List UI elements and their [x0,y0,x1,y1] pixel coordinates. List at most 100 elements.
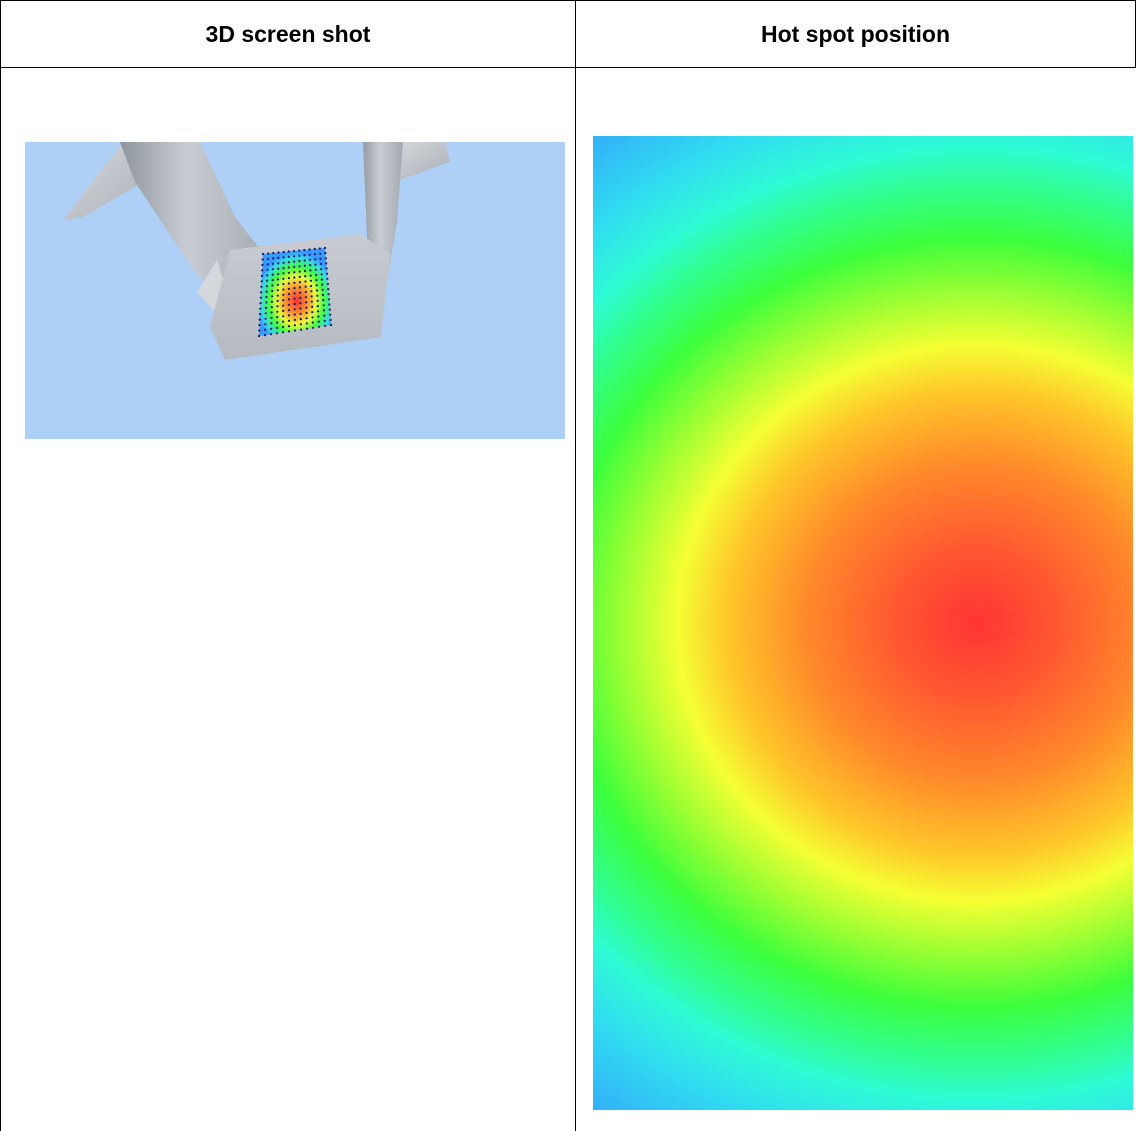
sensor-dot [260,285,263,288]
sensor-dot [282,250,285,254]
sensor-dot [269,333,273,336]
sensor-dot [287,271,290,274]
sensor-dot [304,285,307,288]
sensor-dot [304,280,307,283]
sensor-dot [276,326,279,329]
sensor-dot [305,317,308,320]
table-header-divider [0,67,1136,68]
sensor-dot [277,272,280,276]
sensor-dot [321,283,324,286]
bracket-fin-right [387,142,450,180]
sensor-dot [304,275,307,278]
sensor-dot [293,318,296,321]
sensor-dot [298,254,301,257]
sensor-dot [271,268,274,271]
sensor-dot [270,311,273,314]
table-border-top [0,0,1136,1]
sensor-dot [270,316,273,319]
sensor-dot [293,329,297,332]
sensor-dot [282,315,285,318]
sensor-dot [303,269,307,273]
sensor-dot [324,257,327,260]
sensor-dot [257,334,261,338]
sensor-dot [282,299,285,302]
sensor-dot [303,264,306,267]
hot-spot-heatmap-image [593,136,1133,1110]
sensor-dot [287,287,290,290]
sensor-dot [327,288,330,291]
sensor-dot [305,301,308,304]
sensor-dot [276,321,279,324]
sensor-dot [260,291,263,294]
sensor-dot [270,300,273,303]
sensor-dot [315,284,318,287]
sensor-dot [327,293,330,296]
column-header-3d-screenshot: 3D screen shot [205,20,371,47]
sensor-dot [282,288,285,291]
sensor-dot [282,256,285,259]
sensor-dot [293,297,296,300]
sensor-dot [259,307,262,310]
sensor-dot [276,305,279,308]
sensor-dot [322,304,325,307]
sensor-dot [282,304,285,307]
sensor-dot [287,298,290,301]
sensor-dot [266,279,269,282]
sensor-dot [314,263,317,266]
column-header-hot-spot-position: Hot spot position [760,20,951,47]
sensor-dot [258,318,261,321]
sensor-dot [317,315,320,318]
sensor-dot [314,258,317,261]
sensor-dot [329,318,332,321]
sensor-dot [265,290,268,293]
table-column-divider [575,0,576,1131]
table-border-left [0,0,1,1131]
sensor-dot [320,273,323,276]
sensor-dot [282,272,285,275]
sensor-dot [298,249,301,252]
sensor-dot [310,300,313,303]
sensor-dot [293,276,296,279]
sensor-dot [325,267,328,270]
sensor-dot [326,277,329,280]
sensor-dot [328,308,331,311]
sensor-dot [308,258,312,261]
sensor-dot [264,317,267,320]
sensor-dot [282,293,285,296]
sensor-dot [313,253,317,256]
sensor-dot [304,290,307,294]
sensor-dot [266,257,270,260]
sensor-dot [277,251,280,254]
sensor-dot [260,280,263,283]
sensor-dot [329,313,332,316]
sensor-dot [303,254,306,257]
sensor-dot [315,273,318,276]
sensor-dot [265,301,268,304]
sensor-dot [310,295,313,298]
sensor-dot [259,302,262,305]
sensor-dot [329,323,333,327]
sensor-dot [323,324,327,327]
sensor-dot [261,258,264,261]
sensor-dot [265,306,268,309]
sensor-dot [282,261,285,264]
sensor-dot [287,255,290,258]
sensor-dot [317,325,321,328]
sensor-dot [287,330,291,333]
sensor-dot [287,314,291,317]
sensor-dot [293,287,296,290]
sensor-dot [311,316,314,319]
sensor-dot [287,319,291,322]
sensor-dot [276,316,279,319]
sensor-dot [272,251,275,255]
sensor-dot [263,334,267,337]
sensor-dot [298,281,301,284]
sensor-dot [260,274,263,277]
sensor-dot [303,248,306,252]
sensor-dot [322,309,326,312]
sensor-patch [259,248,331,336]
sensor-dot [261,269,264,272]
sensor-dot [311,305,314,308]
sensor-dot [282,309,285,312]
